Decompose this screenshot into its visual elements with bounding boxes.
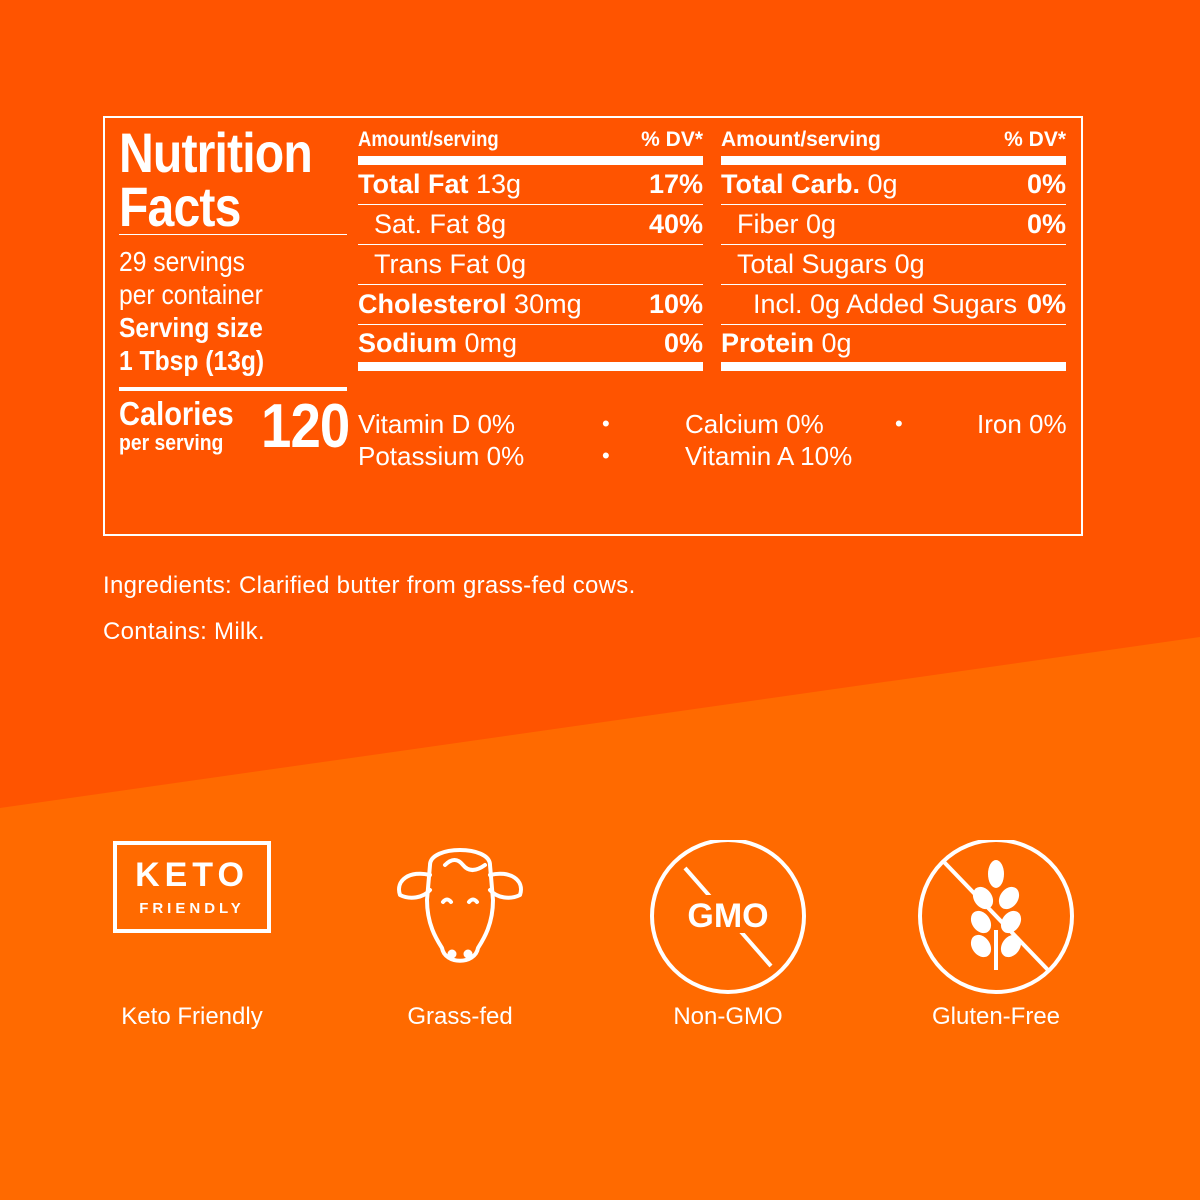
grass-fed-label: Grass-fed — [407, 1003, 513, 1030]
servings-per-container: 29 servings per container — [119, 246, 263, 310]
no-wheat-icon — [918, 840, 1074, 994]
nutrition-facts-label: Nutrition Facts 29 servings per containe… — [103, 116, 1083, 536]
nutrition-title: Nutrition Facts — [119, 121, 313, 238]
serving-size: Serving size 1 Tbsp (13g) — [119, 312, 265, 376]
calories-label: Calories — [119, 395, 234, 432]
keto-label: Keto Friendly — [121, 1003, 263, 1030]
nutrient-row-cholesterol: Cholesterol 30mg 10% — [358, 285, 703, 325]
cow-icon — [397, 848, 523, 963]
separator-dot: • — [895, 411, 903, 436]
calories-sub: per serving — [119, 430, 224, 455]
grass-fed-badge — [360, 840, 560, 975]
calcium: Calcium 0% — [685, 409, 824, 439]
calories-row: Calories per serving 120 — [119, 387, 350, 471]
vitamin-a: Vitamin A 10% — [685, 441, 853, 471]
keto-badge-icon: KETO FRIENDLY — [113, 841, 271, 933]
no-gmo-icon: GMO — [650, 840, 806, 994]
non-gmo-badge: GMO — [628, 840, 828, 1000]
gluten-free-label: Gluten-Free — [931, 1003, 1061, 1030]
iron: Iron 0% — [977, 409, 1067, 439]
nutrient-column-right: Amount/serving % DV* Total Carb. 0g 0% F… — [721, 126, 1066, 371]
non-gmo-label: Non-GMO — [673, 1003, 783, 1030]
nutrient-column-left: Amount/serving % DV* Total Fat 13g 17% S… — [358, 126, 703, 371]
vitamins-minerals: Vitamin D 0% • Calcium 0% • Iron 0% Pota… — [358, 408, 1070, 472]
nutrient-row-total-sugars: Total Sugars 0g — [721, 245, 1066, 285]
separator-dot: • — [602, 411, 610, 436]
nutrient-row-trans-fat: Trans Fat 0g — [358, 245, 703, 285]
nutrient-row-total-carb: Total Carb. 0g 0% — [721, 165, 1066, 205]
nutrient-row-total-fat: Total Fat 13g 17% — [358, 165, 703, 205]
nutrition-summary: Nutrition Facts 29 servings per containe… — [119, 121, 350, 471]
nutrient-row-sat-fat: Sat. Fat 8g 40% — [358, 205, 703, 245]
column-header: Amount/serving % DV* — [721, 126, 1066, 165]
svg-text:FRIENDLY: FRIENDLY — [139, 900, 245, 917]
ingredients-text: Ingredients: Clarified butter from grass… — [103, 572, 636, 599]
calories-value: 120 — [261, 392, 350, 461]
svg-text:GMO: GMO — [687, 897, 768, 935]
nutrient-row-fiber: Fiber 0g 0% — [721, 205, 1066, 245]
nutrient-row-protein: Protein 0g — [721, 325, 1066, 371]
nutrient-row-added-sugars: Incl. 0g Added Sugars 0% — [721, 285, 1066, 325]
contains-text: Contains: Milk. — [103, 618, 265, 645]
keto-badge: KETO FRIENDLY — [92, 840, 292, 940]
separator-dot: • — [602, 443, 610, 468]
nutrient-row-sodium: Sodium 0mg 0% — [358, 325, 703, 371]
gluten-free-badge — [896, 840, 1096, 1000]
column-header: Amount/serving % DV* — [358, 126, 703, 165]
vitamin-d: Vitamin D 0% — [358, 409, 516, 439]
svg-text:KETO: KETO — [135, 856, 249, 894]
potassium: Potassium 0% — [358, 441, 525, 471]
